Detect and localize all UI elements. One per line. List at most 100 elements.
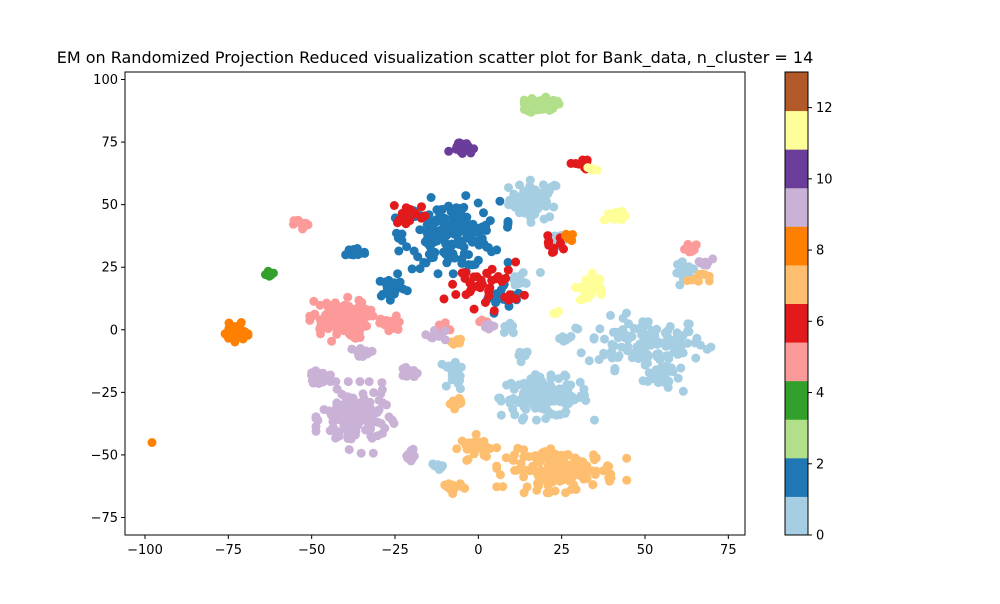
data-point [589,333,599,343]
colorbar: 0 2 4 6 8 10 12 [784,71,833,544]
data-point [610,366,620,376]
y-tick-label: 75 [101,136,118,151]
data-point [535,268,545,277]
data-point [656,351,666,361]
data-point [554,374,564,384]
data-point [421,330,431,340]
data-point [653,338,663,348]
data-point [459,202,469,212]
data-point [664,351,674,361]
data-point [534,481,544,491]
data-point [243,329,253,339]
data-point [673,373,683,383]
data-point [552,410,561,420]
data-point [491,298,501,308]
data-point [448,269,458,279]
data-point [501,453,511,463]
data-point [608,211,618,221]
data-point [580,390,589,400]
cluster-2-group [341,244,370,260]
data-point [503,265,513,275]
data-point [350,246,360,256]
data-point [576,348,586,358]
data-point [433,461,443,471]
colorbar-tick-label: 6 [816,315,824,330]
data-point [369,388,379,398]
data-point [420,211,430,221]
data-point [467,444,477,454]
data-point [500,321,510,331]
cluster-3-group [519,92,564,117]
data-point [409,451,419,461]
data-point [364,420,374,430]
data-point [603,461,612,471]
cluster-7-group [446,334,465,349]
data-point [503,257,513,267]
data-point [689,245,699,255]
data-point [571,323,581,333]
colorbar-segment [785,419,808,459]
data-point [402,242,412,252]
data-point [537,95,547,105]
data-point [309,296,319,306]
cluster-5-group [680,239,701,257]
data-point [452,444,462,454]
data-point [354,295,364,305]
data-point [553,96,563,106]
chart-title: EM on Randomized Projection Reduced visu… [57,48,814,68]
data-point [436,331,446,341]
data-point [606,469,616,479]
data-point [595,324,605,334]
colorbar-frame [784,71,809,536]
data-point [622,453,632,463]
data-point [424,249,434,259]
data-point [460,483,470,493]
data-point [521,186,531,196]
data-point [549,180,559,190]
cluster-1-group [499,318,518,338]
colorbar-segment [785,72,808,112]
data-point [441,381,451,391]
data-point [397,236,407,245]
cluster-4-group [261,266,278,281]
data-point [508,455,518,465]
data-point [492,245,502,255]
data-point [394,246,404,256]
data-point [492,289,501,299]
colorbar-tick-label: 8 [816,244,824,259]
data-point [584,356,594,366]
data-point [377,378,387,388]
data-point [341,250,351,260]
colorbar-segment [785,149,808,189]
data-point [303,220,313,230]
data-point [653,378,663,388]
data-point [574,283,583,293]
data-point [667,364,677,374]
colorbar-tick-label: 10 [816,172,833,187]
data-point [509,189,519,199]
cluster-8-group [147,438,157,447]
data-point [354,414,364,424]
data-point [588,466,598,476]
data-point [616,210,626,220]
data-point [550,450,560,460]
data-point [343,377,353,387]
data-point [319,372,329,382]
data-point [504,183,513,193]
cluster-11-group [570,268,606,305]
data-point [425,231,435,240]
data-point [700,257,710,267]
cluster-7-group [492,443,632,498]
data-point [434,207,444,217]
data-point [395,277,405,287]
data-point [498,482,508,492]
data-point [389,201,399,210]
data-point [415,225,425,235]
cluster-5-group [305,292,378,346]
data-point [489,306,499,316]
x-tick-label: −100 [127,543,163,558]
data-point [496,410,506,420]
colorbar-segment [785,303,808,343]
data-point [520,195,530,205]
